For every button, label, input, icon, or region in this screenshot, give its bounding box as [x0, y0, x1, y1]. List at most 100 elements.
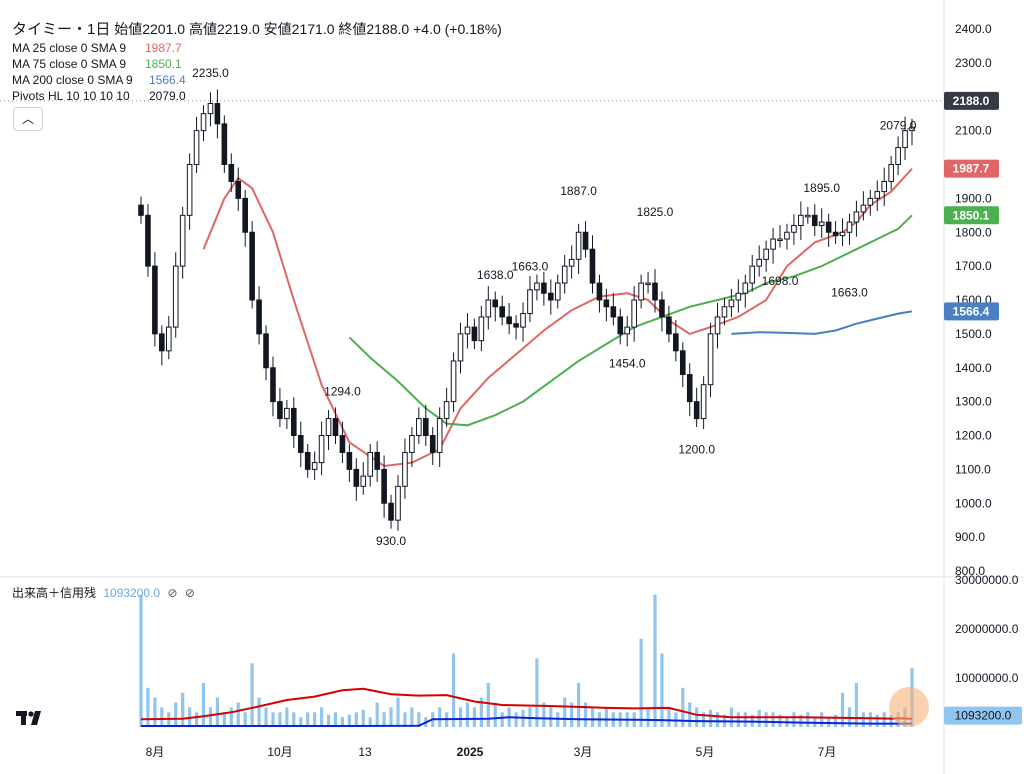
candle-body — [388, 502, 394, 521]
volume-bar — [403, 712, 407, 727]
pivot-label: 930.0 — [376, 534, 406, 548]
volume-tag — [944, 706, 1022, 725]
candle-body — [853, 211, 860, 223]
volume-bar — [326, 714, 331, 727]
hide-icon[interactable]: ⊘ — [184, 586, 195, 600]
time-axis[interactable]: 8月 10月 13 2025 3月 5月 7月 — [146, 745, 837, 759]
candle-body — [311, 462, 318, 470]
volume-bar — [792, 712, 796, 727]
volume-bar — [236, 702, 240, 727]
candle-body — [172, 265, 179, 328]
candle-body — [561, 265, 568, 284]
x-tick-label: 13 — [358, 745, 372, 759]
candle-body — [318, 435, 325, 464]
candle-body — [811, 214, 818, 226]
candle-body — [193, 130, 200, 165]
candle-body — [659, 299, 665, 318]
pivot-label: 1663.0 — [831, 286, 868, 300]
candle-body — [242, 197, 248, 233]
candle-body — [846, 221, 853, 233]
legend-label: Pivots HL 10 10 10 10 — [12, 89, 130, 103]
legend-value: 1850.1 — [145, 57, 182, 71]
volume-bar — [438, 707, 442, 727]
volume-bar — [181, 692, 185, 727]
volume-bar — [806, 712, 810, 727]
pivot-label: 1698.0 — [762, 274, 799, 288]
candle-body — [617, 316, 624, 335]
price-tag-label: 2188.0 — [953, 94, 990, 108]
volume-tag-label: 1093200.0 — [955, 709, 1012, 723]
volume-bar — [695, 707, 699, 727]
volume-bar — [549, 707, 553, 727]
volume-bar — [215, 697, 220, 727]
candle-body — [652, 282, 658, 301]
candle-body — [485, 299, 492, 318]
volume-bar — [243, 712, 247, 727]
candle-body — [534, 282, 540, 291]
x-tick-label: 10月 — [267, 745, 292, 759]
legend-collapse-button[interactable]: ︿ — [13, 107, 43, 131]
ma200-line — [731, 310, 913, 335]
price-axis[interactable]: 800.0 900.0 1000.0 1100.0 1200.0 1300.0 1400.0… — [944, 22, 1022, 725]
volume-legend[interactable]: 出来高＋信用残 1093200.0 ⊘ ⊘ — [12, 584, 195, 601]
price-tag-label: 1987.7 — [953, 162, 990, 176]
volume-bar — [861, 712, 865, 727]
candle-body — [902, 130, 908, 149]
candle-body — [784, 231, 790, 240]
tradingview-logo[interactable] — [16, 707, 46, 729]
candle-body — [179, 214, 186, 267]
volume-bar — [465, 702, 470, 727]
hide-icon[interactable]: ⊘ — [167, 586, 178, 600]
volume-bar — [493, 702, 497, 727]
volume-bar — [542, 702, 546, 727]
y-tick-label: 1900.0 — [955, 191, 992, 205]
legend-ma75[interactable]: MA 75 close 0 SMA 9 1850.1 — [12, 57, 182, 71]
volume-bar — [229, 707, 233, 727]
pivot-label: 2235.0 — [192, 66, 229, 80]
candle-body — [374, 451, 380, 470]
y-tick-label: 1700.0 — [955, 259, 992, 273]
pivot-label: 1638.0 — [477, 268, 514, 282]
volume-bar — [514, 712, 518, 727]
volume-bar — [417, 712, 421, 727]
candle-body — [367, 451, 374, 477]
volume-bar — [354, 712, 358, 727]
candle-body — [728, 299, 735, 308]
volume-bar — [688, 702, 692, 727]
legend-ma25[interactable]: MA 25 close 0 SMA 9 1987.7 — [12, 41, 182, 55]
low-label: 安値 — [263, 21, 292, 37]
pivot-label: 2079.0 — [880, 119, 917, 133]
volume-bar — [486, 682, 490, 727]
price-tag — [944, 91, 999, 110]
volume-bar — [535, 658, 539, 727]
candle-body — [256, 299, 262, 335]
open-label: 始値 — [114, 21, 143, 37]
volume-bar — [340, 717, 345, 727]
symbol-title[interactable]: タイミー・1日 — [12, 21, 111, 38]
volume-bar — [451, 653, 456, 727]
y-tick-label: 1000.0 — [955, 496, 992, 510]
y-tick-label: 900.0 — [955, 530, 985, 544]
legend-ma200[interactable]: MA 200 close 0 SMA 9 1566.4 — [12, 73, 186, 87]
volume-bar — [778, 714, 782, 727]
candle-body — [707, 333, 714, 386]
volume-bar — [410, 707, 414, 727]
volume-bar — [882, 712, 886, 727]
legend-pivots[interactable]: Pivots HL 10 10 10 10 2079.0 — [12, 89, 186, 103]
volume-bar — [160, 707, 164, 727]
candle-body — [818, 221, 825, 226]
volume-bar — [576, 682, 581, 727]
candle-body — [673, 333, 679, 352]
candle-body — [492, 299, 499, 308]
candle-body — [666, 316, 672, 335]
candle-body — [339, 435, 346, 453]
change-value: +4.0 (+0.18%) — [413, 21, 502, 37]
candle-body — [457, 333, 464, 362]
volume-bar — [313, 712, 317, 727]
candle-body — [506, 316, 512, 325]
volume-bar — [139, 594, 143, 727]
high-label: 高値 — [188, 21, 217, 37]
candle-body — [895, 147, 901, 165]
volume-title: 出来高＋信用残 — [12, 586, 97, 600]
